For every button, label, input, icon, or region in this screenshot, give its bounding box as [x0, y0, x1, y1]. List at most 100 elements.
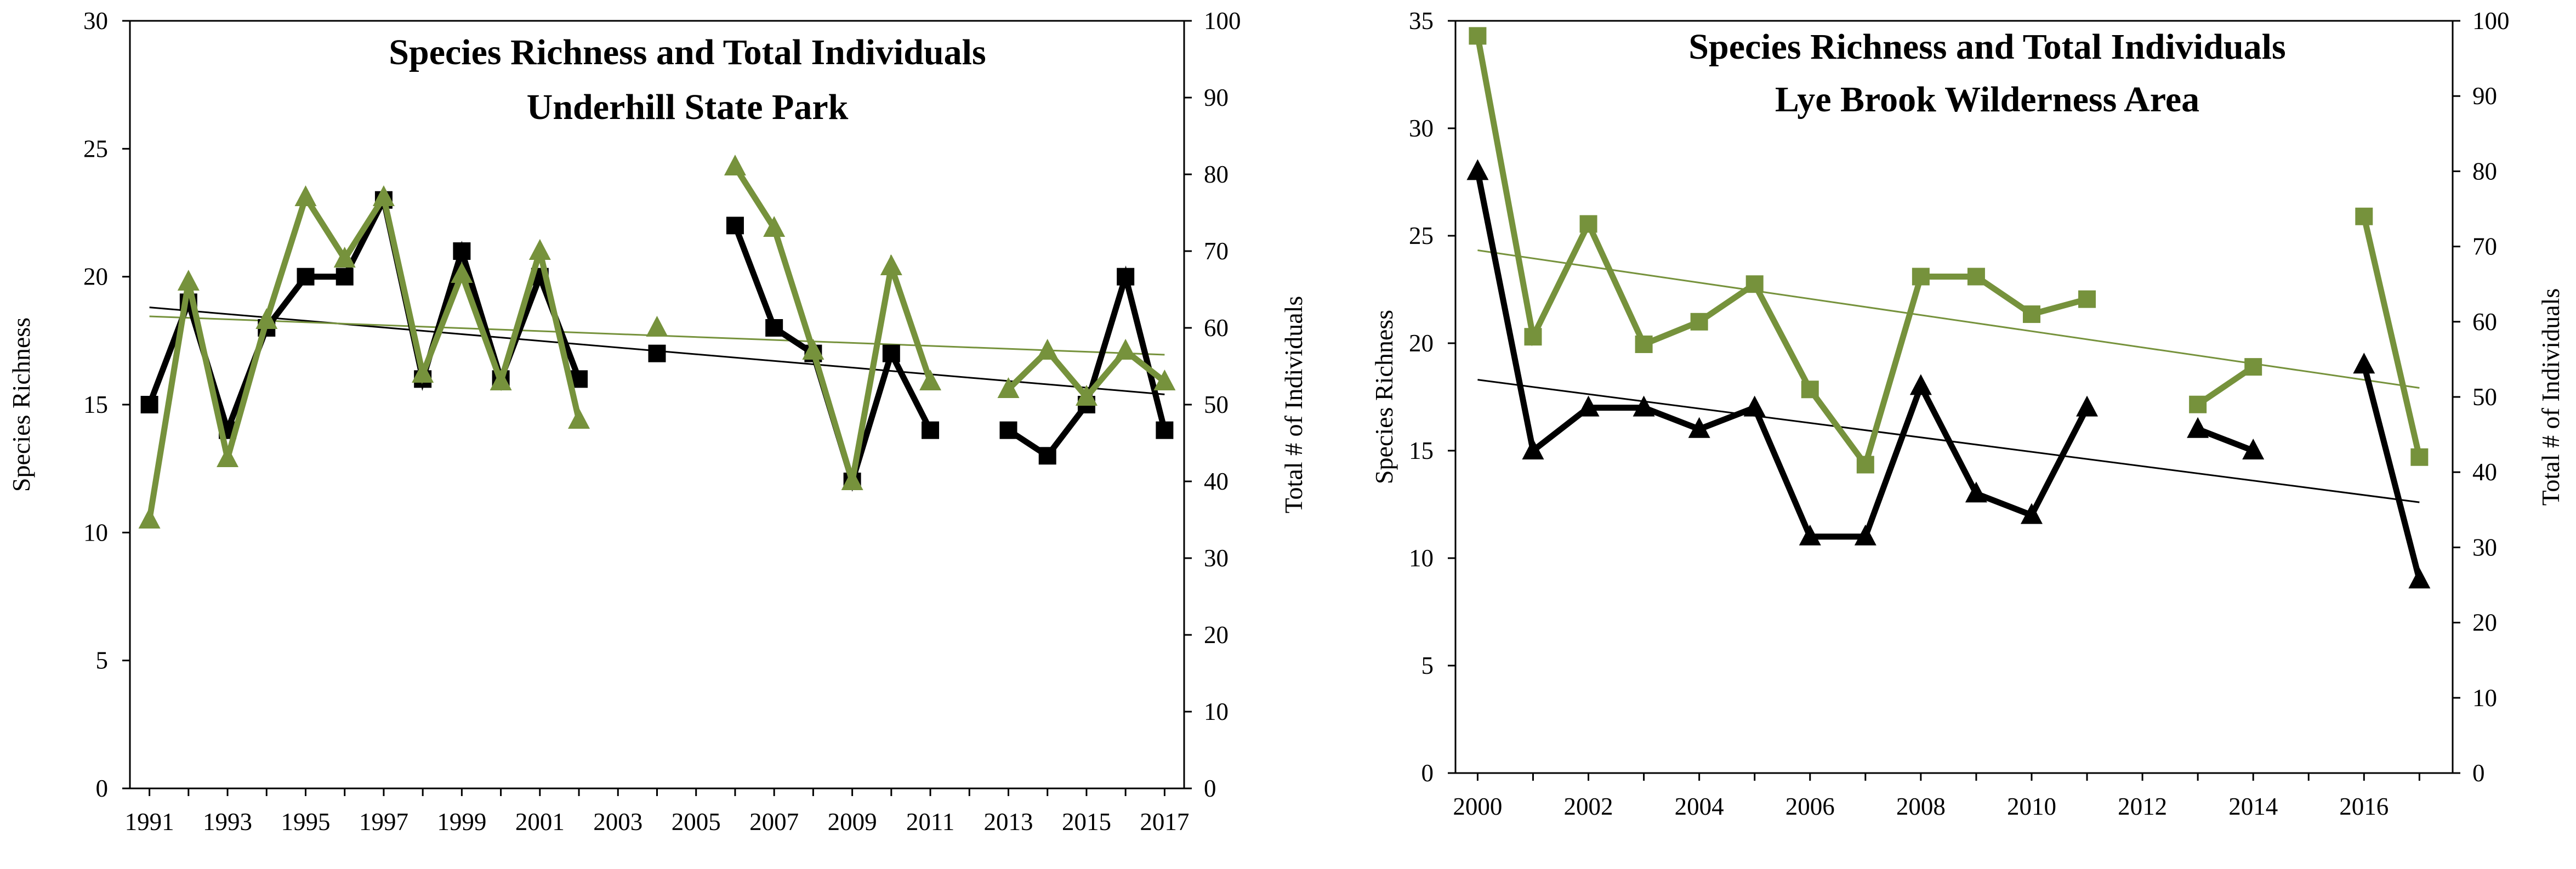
x-tick-label: 2017 — [1140, 808, 1189, 836]
y-tick-label: 15 — [83, 391, 108, 418]
data-point — [1856, 456, 1874, 474]
x-tick-label: 2005 — [672, 808, 721, 836]
y2-tick-label: 80 — [1204, 161, 1229, 188]
data-point — [726, 217, 744, 235]
y-tick-label: 25 — [83, 135, 108, 162]
data-point — [999, 421, 1017, 439]
data-point — [1469, 27, 1487, 45]
y-tick-label: 0 — [96, 775, 109, 802]
y-tick-label: 10 — [1409, 544, 1434, 572]
data-point — [919, 370, 942, 390]
y-tick-label: 30 — [1409, 115, 1434, 142]
data-point — [646, 316, 668, 337]
data-point — [2408, 567, 2431, 589]
data-point — [333, 247, 356, 268]
data-point — [841, 469, 863, 490]
series-line-total-of-individuals — [1475, 35, 2088, 472]
y-tick-label: 25 — [1409, 222, 1434, 249]
y2-axis-title: Total # of Individuals — [2537, 288, 2564, 506]
data-point — [765, 319, 783, 337]
series-line-species-richness — [2197, 426, 2255, 454]
data-point — [372, 185, 395, 206]
data-point — [1965, 481, 1987, 503]
chart-title-line-1: Species Richness and Total Individuals — [389, 32, 986, 72]
data-point — [1522, 439, 1544, 459]
y2-tick-label: 80 — [2472, 157, 2497, 185]
series-line-species-richness — [1475, 171, 2090, 540]
y2-tick-label: 0 — [1204, 775, 1216, 802]
data-point — [1466, 159, 1489, 180]
x-tick-label: 2011 — [906, 808, 954, 836]
data-point — [802, 339, 824, 360]
trendline — [1477, 249, 2420, 389]
data-point — [2410, 448, 2429, 466]
series-line-species-richness — [732, 224, 933, 492]
data-point — [451, 262, 473, 283]
y-axis-title: Species Richness — [7, 317, 35, 492]
data-point — [922, 421, 940, 439]
data-point — [1688, 417, 1710, 438]
x-tick-label: 2000 — [1453, 793, 1502, 820]
data-point — [1690, 313, 1708, 331]
data-point — [2242, 439, 2265, 459]
data-point — [1745, 275, 1764, 293]
data-point — [2020, 503, 2043, 524]
data-point — [1743, 395, 1766, 417]
y2-tick-label: 20 — [2472, 609, 2497, 637]
data-point — [255, 308, 278, 329]
data-point — [1579, 215, 1597, 233]
data-point — [1114, 339, 1137, 360]
data-point — [568, 408, 590, 429]
data-point — [138, 508, 161, 529]
data-point — [335, 268, 354, 286]
data-point — [140, 396, 158, 413]
data-point — [217, 446, 239, 467]
data-point — [297, 268, 315, 286]
x-tick-label: 2004 — [1675, 793, 1724, 820]
y-tick-label: 0 — [1421, 759, 1434, 787]
x-tick-label: 1997 — [359, 808, 408, 836]
y-tick-label: 20 — [1409, 330, 1434, 357]
series-line-total-of-individuals — [2361, 215, 2423, 458]
y2-tick-label: 50 — [1204, 391, 1229, 418]
x-tick-label: 2006 — [1785, 793, 1835, 820]
data-point — [724, 155, 746, 175]
x-tick-label: 2009 — [828, 808, 877, 836]
y2-tick-label: 0 — [2472, 759, 2485, 787]
data-point — [2022, 305, 2040, 323]
chart-title-line-2: Lye Brook Wilderness Area — [1775, 79, 2199, 120]
data-point — [412, 362, 434, 383]
y2-tick-label: 70 — [1204, 237, 1229, 265]
data-point — [528, 239, 551, 260]
y-tick-label: 5 — [1421, 652, 1434, 679]
y-tick-label: 30 — [83, 7, 108, 35]
x-tick-label: 2010 — [2007, 793, 2056, 820]
x-tick-label: 1993 — [203, 808, 252, 836]
y2-tick-label: 40 — [1204, 468, 1229, 495]
x-tick-label: 1995 — [281, 808, 331, 836]
x-tick-label: 2014 — [2228, 793, 2278, 820]
data-point — [1524, 328, 1542, 346]
x-tick-label: 2016 — [2339, 793, 2389, 820]
data-point — [1577, 395, 1600, 417]
y2-tick-label: 40 — [2472, 458, 2497, 486]
y2-tick-label: 60 — [1204, 314, 1229, 342]
y-tick-label: 15 — [1409, 437, 1434, 464]
x-tick-label: 2001 — [515, 808, 565, 836]
data-point — [1912, 268, 1930, 286]
data-point — [997, 377, 1020, 398]
y2-tick-label: 10 — [2472, 684, 2497, 712]
data-point — [1075, 385, 1097, 406]
y2-tick-label: 20 — [1204, 621, 1229, 649]
data-point — [294, 185, 317, 206]
y2-tick-label: 30 — [1204, 544, 1229, 572]
y-tick-label: 35 — [1409, 7, 1434, 35]
data-point — [1635, 335, 1653, 353]
x-tick-label: 2003 — [593, 808, 642, 836]
y2-tick-label: 90 — [1204, 84, 1229, 111]
chart-panel-2: 0 5 10 15 20 25 30 35 0 10 20 30 40 50 60 70 80 90 100 2000… — [1370, 7, 2564, 820]
plot-frame — [129, 20, 1185, 790]
data-point — [1036, 339, 1059, 360]
data-point — [2353, 353, 2375, 374]
